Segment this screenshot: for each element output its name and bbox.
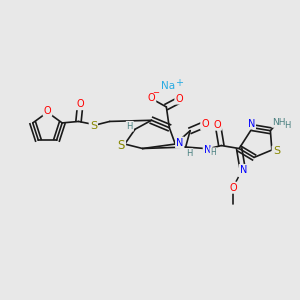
Text: O: O bbox=[148, 93, 155, 103]
Text: H: H bbox=[210, 148, 216, 157]
Text: +: + bbox=[175, 78, 183, 88]
Text: S: S bbox=[90, 121, 97, 130]
Text: O: O bbox=[76, 99, 84, 109]
Text: S: S bbox=[273, 146, 280, 157]
Text: H: H bbox=[186, 149, 192, 158]
Text: N: N bbox=[176, 138, 183, 148]
Text: O: O bbox=[175, 94, 183, 103]
Text: O: O bbox=[230, 183, 237, 193]
Text: N: N bbox=[248, 118, 255, 128]
Text: N: N bbox=[240, 165, 247, 175]
Text: Na: Na bbox=[161, 80, 175, 91]
Text: −: − bbox=[152, 88, 159, 98]
Text: O: O bbox=[201, 119, 209, 129]
Text: H: H bbox=[127, 122, 133, 131]
Text: NH: NH bbox=[272, 118, 286, 127]
Text: O: O bbox=[213, 120, 221, 130]
Text: N: N bbox=[204, 145, 211, 155]
Text: H: H bbox=[284, 121, 291, 130]
Text: O: O bbox=[44, 106, 51, 116]
Text: S: S bbox=[118, 139, 125, 152]
